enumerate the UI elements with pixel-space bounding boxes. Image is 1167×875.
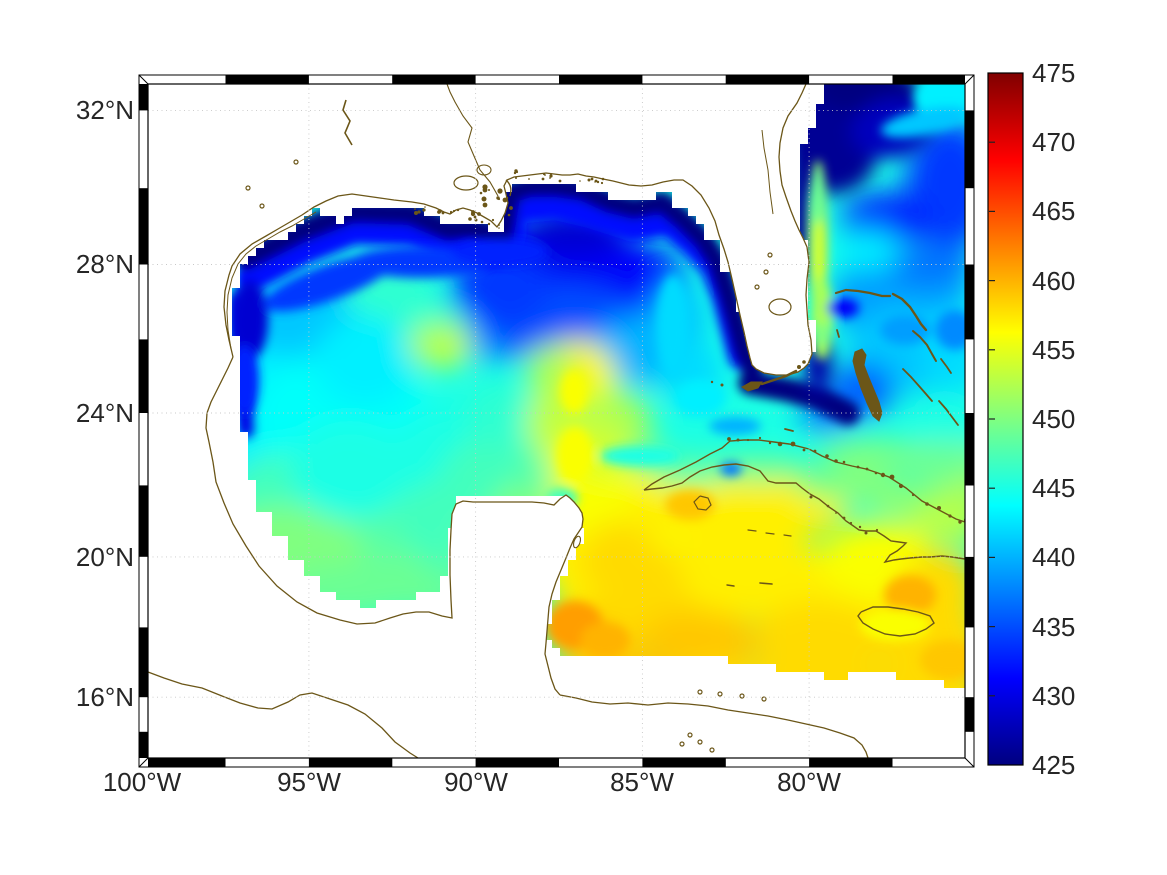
svg-text:95°W: 95°W	[277, 767, 341, 797]
svg-text:80°W: 80°W	[777, 767, 841, 797]
svg-text:16°N: 16°N	[76, 682, 134, 712]
svg-text:455: 455	[1032, 335, 1075, 365]
svg-text:445: 445	[1032, 473, 1075, 503]
svg-text:28°N: 28°N	[76, 249, 134, 279]
svg-text:24°N: 24°N	[76, 398, 134, 428]
svg-text:430: 430	[1032, 681, 1075, 711]
svg-text:20°N: 20°N	[76, 542, 134, 572]
svg-text:450: 450	[1032, 404, 1075, 434]
svg-text:435: 435	[1032, 612, 1075, 642]
svg-text:32°N: 32°N	[76, 95, 134, 125]
svg-text:475: 475	[1032, 58, 1075, 88]
svg-text:425: 425	[1032, 750, 1075, 780]
svg-text:460: 460	[1032, 266, 1075, 296]
svg-text:440: 440	[1032, 542, 1075, 572]
svg-text:85°W: 85°W	[610, 767, 674, 797]
svg-text:100°W: 100°W	[103, 767, 182, 797]
svg-text:90°W: 90°W	[444, 767, 508, 797]
svg-text:465: 465	[1032, 196, 1075, 226]
svg-text:470: 470	[1032, 127, 1075, 157]
